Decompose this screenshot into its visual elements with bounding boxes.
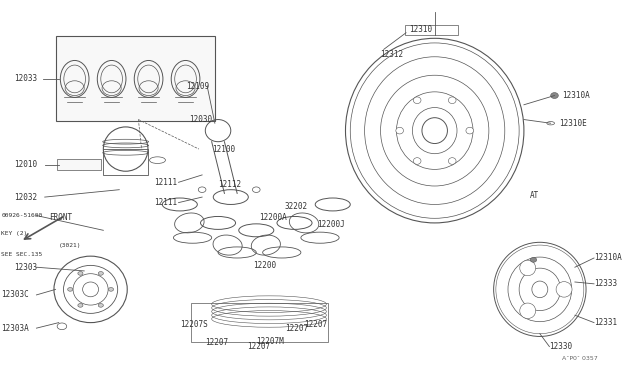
Ellipse shape xyxy=(108,288,113,291)
Ellipse shape xyxy=(556,282,572,297)
Text: 12310A: 12310A xyxy=(562,91,590,100)
Text: 12010: 12010 xyxy=(14,160,37,169)
Ellipse shape xyxy=(466,127,474,134)
Ellipse shape xyxy=(449,97,456,103)
FancyBboxPatch shape xyxy=(56,36,215,121)
Ellipse shape xyxy=(99,304,103,307)
Text: 32202: 32202 xyxy=(285,202,308,211)
Ellipse shape xyxy=(78,272,83,275)
Bar xyxy=(103,149,148,175)
Text: 12207: 12207 xyxy=(205,339,228,347)
Text: 12030: 12030 xyxy=(189,115,212,124)
Text: 12200: 12200 xyxy=(253,261,276,270)
FancyBboxPatch shape xyxy=(58,160,101,170)
Text: AˆP0ˆ 0357: AˆP0ˆ 0357 xyxy=(562,356,598,361)
Text: 12330: 12330 xyxy=(549,342,573,351)
Text: 12033: 12033 xyxy=(14,74,37,83)
Text: 12111: 12111 xyxy=(154,178,177,187)
Text: 12032: 12032 xyxy=(14,193,37,202)
Text: 12333: 12333 xyxy=(594,279,617,288)
Text: FRONT: FRONT xyxy=(49,213,72,222)
Text: 12109: 12109 xyxy=(186,82,209,91)
Text: AT: AT xyxy=(531,191,540,200)
Text: 12207M: 12207M xyxy=(256,337,284,346)
Ellipse shape xyxy=(520,260,536,276)
Text: KEY (2): KEY (2) xyxy=(1,231,28,237)
Text: 12303: 12303 xyxy=(14,263,37,272)
Text: 12312: 12312 xyxy=(381,51,404,60)
Text: 12112: 12112 xyxy=(218,180,241,189)
Ellipse shape xyxy=(550,93,558,99)
Ellipse shape xyxy=(520,303,536,318)
Ellipse shape xyxy=(99,272,103,275)
Ellipse shape xyxy=(68,288,73,291)
Text: SEE SEC.135: SEE SEC.135 xyxy=(1,252,43,257)
Text: 12207: 12207 xyxy=(304,320,327,329)
Text: 12200A: 12200A xyxy=(259,213,287,222)
Text: 12100: 12100 xyxy=(212,145,235,154)
Text: (3021): (3021) xyxy=(59,243,81,248)
Text: 12331: 12331 xyxy=(594,318,617,327)
Ellipse shape xyxy=(413,158,421,164)
Text: 12310: 12310 xyxy=(409,25,433,33)
Text: 12303C: 12303C xyxy=(1,291,29,299)
Text: 00926-51600: 00926-51600 xyxy=(1,213,43,218)
Ellipse shape xyxy=(396,127,403,134)
Text: 12207S: 12207S xyxy=(180,320,207,329)
Text: 12207: 12207 xyxy=(285,324,308,333)
Text: 12310E: 12310E xyxy=(559,119,587,128)
Text: 12207: 12207 xyxy=(246,342,270,351)
Text: 12111: 12111 xyxy=(154,198,177,207)
Text: 12200J: 12200J xyxy=(317,220,344,229)
Text: 12303A: 12303A xyxy=(1,324,29,333)
Text: 12310A: 12310A xyxy=(594,253,621,263)
Ellipse shape xyxy=(449,158,456,164)
Ellipse shape xyxy=(413,97,421,103)
Ellipse shape xyxy=(531,257,537,262)
Ellipse shape xyxy=(78,304,83,307)
